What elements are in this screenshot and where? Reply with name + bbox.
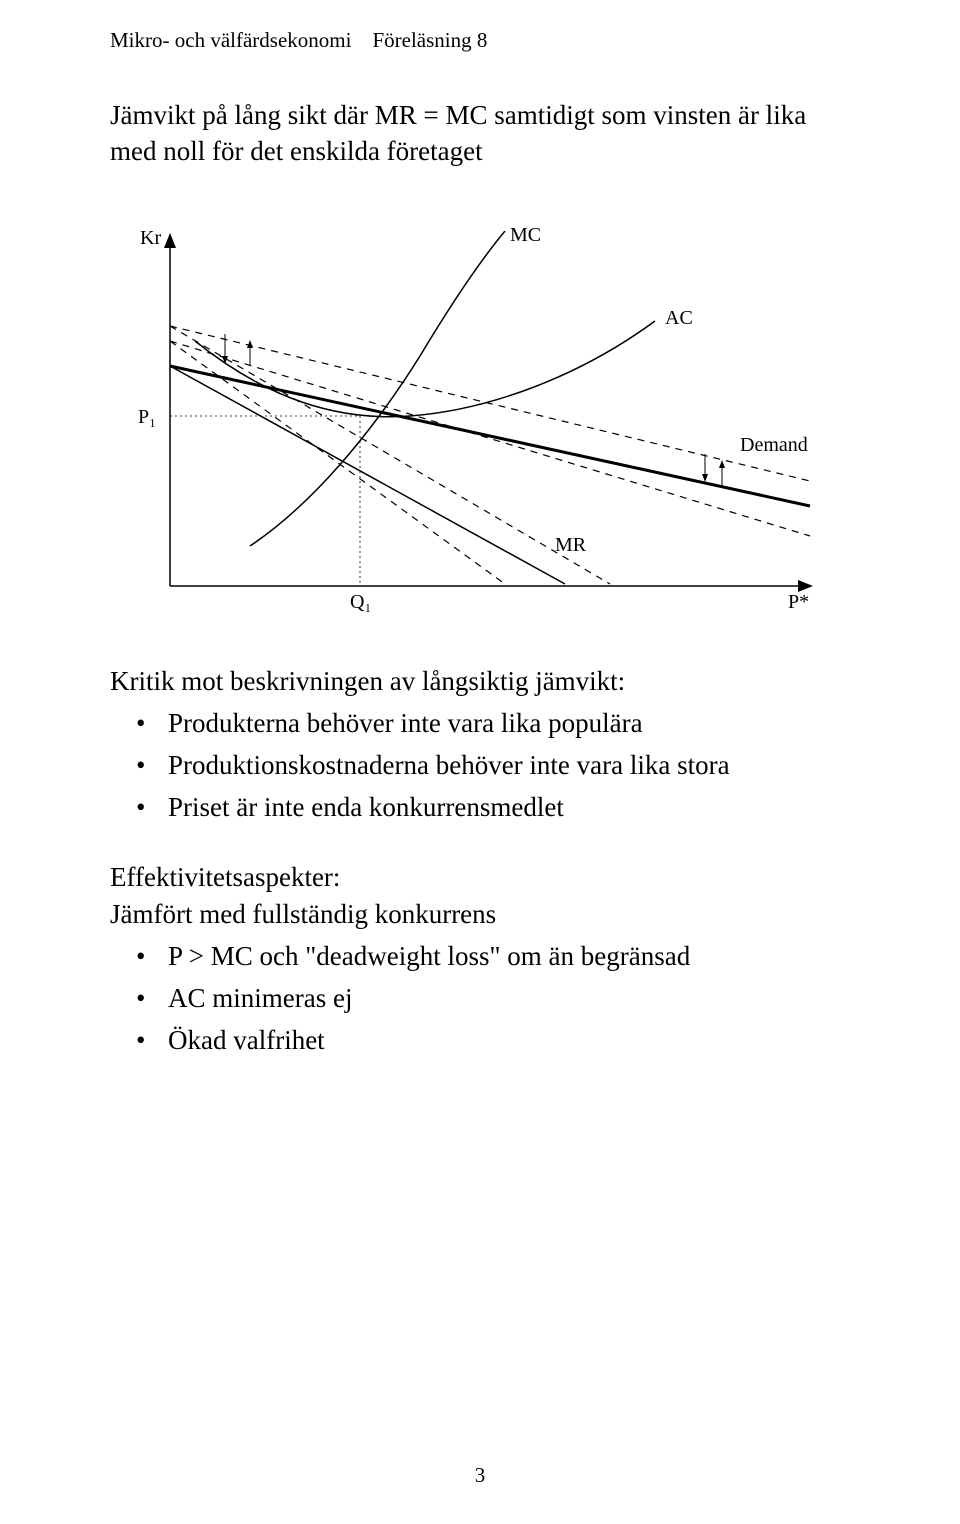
header-course: Mikro- och välfärdsekonomi <box>110 28 351 52</box>
list-item: Ökad valfrihet <box>110 1020 850 1062</box>
page: Mikro- och välfärdsekonomi Föreläsning 8… <box>0 0 960 1524</box>
effektivitet-title: Effektivitetsaspekter: <box>110 862 850 893</box>
econ-chart: Kr P₁ MC <box>110 206 850 636</box>
ac-label: AC <box>665 307 693 329</box>
y-axis-label: Kr <box>140 227 161 249</box>
kritik-list: Produkterna behöver inte vara lika popul… <box>110 703 850 829</box>
intro-text: Jämvikt på lång sikt där MR = MC samtidi… <box>110 97 850 170</box>
kritik-title: Kritik mot beskrivningen av långsiktig j… <box>110 666 850 697</box>
list-item: Produkterna behöver inte vara lika popul… <box>110 703 850 745</box>
effektivitet-subtitle: Jämfört med fullständig konkurrens <box>110 899 850 930</box>
p1-label: P₁ <box>138 406 156 428</box>
ac-curve <box>195 321 655 417</box>
demand-dash-upper <box>170 326 810 481</box>
demand-label: Demand <box>740 434 808 456</box>
pstar-label: P* <box>788 591 809 613</box>
list-item: AC minimeras ej <box>110 978 850 1020</box>
list-item: P > MC och "deadweight loss" om än begrä… <box>110 936 850 978</box>
mc-curve <box>250 231 505 546</box>
page-number: 3 <box>0 1463 960 1488</box>
demand-dash-lower <box>170 341 810 536</box>
q1-label: Q₁ <box>350 591 371 613</box>
list-item: Priset är inte enda konkurrensmedlet <box>110 787 850 829</box>
mr-curve <box>170 366 565 584</box>
mr-label: MR <box>555 534 587 556</box>
header-lecture: Föreläsning 8 <box>372 28 487 52</box>
page-header: Mikro- och välfärdsekonomi Föreläsning 8 <box>110 28 850 53</box>
effektivitet-list: P > MC och "deadweight loss" om än begrä… <box>110 936 850 1062</box>
mc-label: MC <box>510 224 541 246</box>
list-item: Produktionskostnaderna behöver inte vara… <box>110 745 850 787</box>
